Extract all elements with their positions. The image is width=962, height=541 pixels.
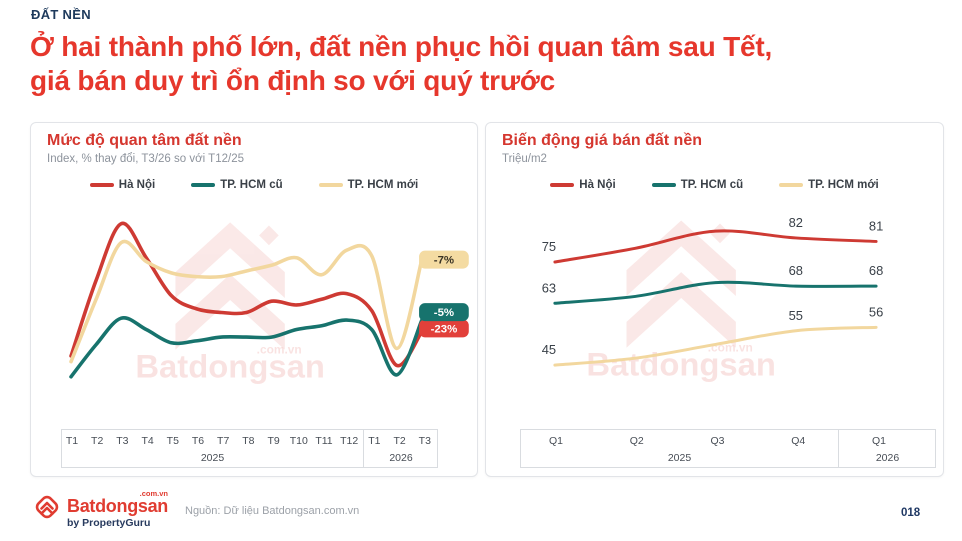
data-point-label: 45 bbox=[542, 342, 556, 357]
legend-item: Hà Nội bbox=[89, 179, 156, 191]
data-point-label: 55 bbox=[789, 308, 803, 323]
x-tick-label: T7 bbox=[217, 435, 230, 447]
x-tick-label: Q1 bbox=[871, 435, 887, 447]
batdongsan-house-icon bbox=[35, 495, 59, 519]
legend-dash-icon bbox=[651, 183, 676, 187]
x-tick-label: Q3 bbox=[710, 435, 725, 447]
x-tick-label: T1 bbox=[368, 435, 381, 447]
price-line-chart: 75 82 81 63 68 68 45 55 56 bbox=[542, 215, 883, 367]
x-tick-label: T3 bbox=[418, 435, 431, 447]
title-line-1: Ở hai thành phố lớn, đất nền phục hồi qu… bbox=[30, 31, 773, 62]
x-tick-label: T8 bbox=[242, 435, 255, 447]
chart-subtitle: Index, % thay đổi, T3/26 so với T12/25 bbox=[47, 153, 244, 165]
legend-dash-icon bbox=[89, 183, 114, 187]
x-tick-label: Q4 bbox=[791, 435, 806, 447]
axis-year-label: 2025 bbox=[667, 452, 692, 464]
x-axis: Q1 Q2 Q3 Q4 Q1 2025 2026 bbox=[520, 429, 936, 468]
source-note: Nguồn: Dữ liệu Batdongsan.com.vn bbox=[185, 505, 360, 517]
series-end-badge: -5% bbox=[419, 303, 469, 322]
axis-year-label: 2026 bbox=[389, 452, 413, 464]
x-tick-label: T9 bbox=[267, 435, 280, 447]
interest-chart-card: Mức độ quan tâm đất nền Index, % thay đổ… bbox=[30, 122, 478, 477]
legend-label: TP. HCM cũ bbox=[220, 179, 283, 191]
x-tick-label: T4 bbox=[141, 435, 154, 447]
x-tick-label: T12 bbox=[340, 435, 359, 447]
legend-dash-icon bbox=[318, 183, 343, 187]
logo-text: .com.vn Batdongsan by PropertyGuru bbox=[67, 489, 169, 529]
logo-domain: .com.vn bbox=[139, 489, 169, 498]
legend-item: Hà Nội bbox=[550, 179, 616, 191]
legend-label: TP. HCM mới bbox=[808, 179, 879, 191]
axis-year-label: 2025 bbox=[200, 452, 225, 464]
legend-label: TP. HCM cũ bbox=[680, 179, 744, 191]
data-point-label: 56 bbox=[869, 304, 883, 319]
data-point-label: 75 bbox=[542, 239, 556, 254]
legend-dash-icon bbox=[191, 183, 216, 187]
x-tick-label: T6 bbox=[191, 435, 205, 447]
legend-item: TP. HCM cũ bbox=[651, 179, 744, 191]
legend-item: TP. HCM cũ bbox=[191, 179, 283, 191]
x-tick-label: T2 bbox=[393, 435, 406, 447]
series-line bbox=[553, 229, 878, 264]
price-chart-card: Biến động giá bán đất nền Triệu/m2 Hà Nộ… bbox=[485, 122, 944, 477]
legend: Hà Nội TP. HCM cũ TP. HCM mới bbox=[31, 179, 477, 191]
x-tick-label: T1 bbox=[65, 435, 79, 447]
data-point-label: 68 bbox=[789, 263, 803, 278]
x-tick-label: T11 bbox=[315, 435, 333, 447]
data-point-label: 81 bbox=[869, 218, 883, 233]
series-line bbox=[69, 221, 424, 368]
data-point-label: 68 bbox=[869, 263, 883, 278]
x-axis: T1 T2 T3 T4 T5 T6 T7 T8 T9 T10 T11 T12 T1 T2 T3 2025 202… bbox=[61, 429, 438, 468]
legend-item: TP. HCM mới bbox=[779, 179, 879, 191]
axis-year-divider bbox=[838, 430, 839, 467]
x-tick-label: T3 bbox=[116, 435, 129, 447]
legend-dash-icon bbox=[550, 183, 575, 187]
legend-item: TP. HCM mới bbox=[318, 179, 419, 191]
x-tick-label: T5 bbox=[166, 435, 179, 447]
x-tick-label: Q2 bbox=[629, 435, 644, 447]
legend-label: TP. HCM mới bbox=[347, 179, 419, 191]
x-tick-label: T2 bbox=[91, 435, 104, 447]
axis-year-divider bbox=[363, 430, 364, 467]
chart-title: Mức độ quan tâm đất nền bbox=[47, 132, 242, 149]
series-end-badge: -23% bbox=[419, 319, 469, 338]
series-line bbox=[553, 280, 878, 305]
chart-title: Biến động giá bán đất nền bbox=[502, 132, 702, 149]
interest-line-chart: -23% -5% -7% bbox=[69, 221, 469, 379]
legend-dash-icon bbox=[779, 183, 804, 187]
eyebrow: ĐẤT NỀN bbox=[31, 7, 91, 22]
title-line-2: giá bán duy trì ổn định so với quý trước bbox=[30, 65, 556, 96]
chart-subtitle: Triệu/m2 bbox=[502, 153, 547, 165]
data-point-label: 82 bbox=[789, 215, 803, 230]
x-tick-label: T10 bbox=[289, 435, 308, 447]
series-end-badge: -7% bbox=[419, 250, 469, 269]
svg-text:-5%: -5% bbox=[434, 307, 454, 319]
page-title: Ở hai thành phố lớn, đất nền phục hồi qu… bbox=[30, 30, 930, 98]
series-line bbox=[553, 325, 878, 367]
series-line bbox=[69, 316, 424, 379]
legend-label: Hà Nội bbox=[118, 179, 156, 191]
data-point-label: 63 bbox=[542, 280, 556, 295]
x-tick-label: Q1 bbox=[548, 435, 564, 447]
svg-text:-7%: -7% bbox=[434, 255, 454, 267]
legend-label: Hà Nội bbox=[579, 179, 616, 191]
logo-byline: by PropertyGuru bbox=[67, 517, 151, 529]
page-number: 018 bbox=[901, 507, 921, 519]
svg-text:-23%: -23% bbox=[431, 323, 458, 335]
series-line bbox=[69, 239, 424, 364]
legend: Hà Nội TP. HCM cũ TP. HCM mới bbox=[486, 179, 943, 191]
axis-year-label: 2026 bbox=[875, 452, 900, 464]
logo-brand: Batdongsan bbox=[67, 496, 169, 516]
batdongsan-logo: .com.vn Batdongsan by PropertyGuru bbox=[33, 489, 169, 529]
